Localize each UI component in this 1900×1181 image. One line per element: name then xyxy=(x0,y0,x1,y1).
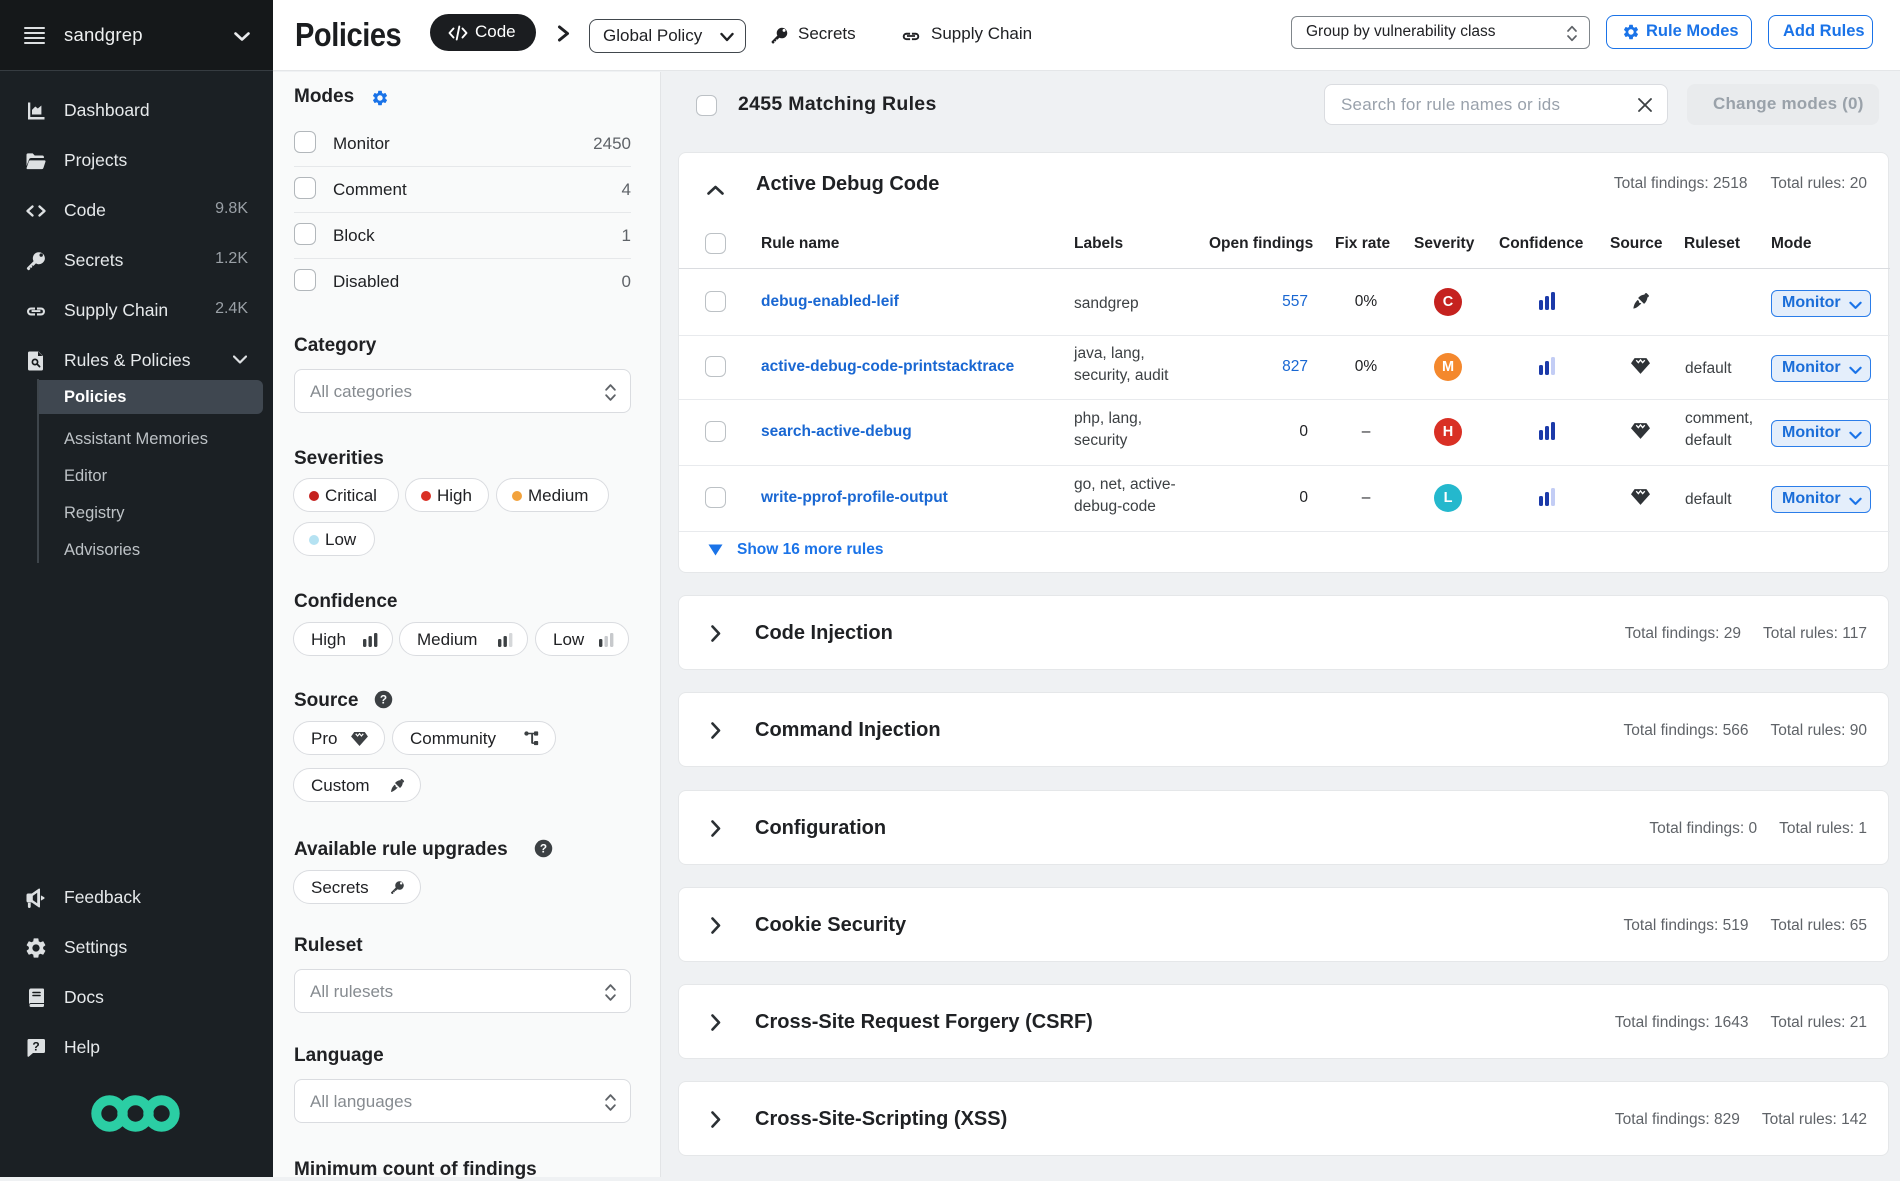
svg-text:?: ? xyxy=(540,842,547,856)
svg-text:?: ? xyxy=(32,1040,39,1054)
svg-text:?: ? xyxy=(380,693,387,707)
